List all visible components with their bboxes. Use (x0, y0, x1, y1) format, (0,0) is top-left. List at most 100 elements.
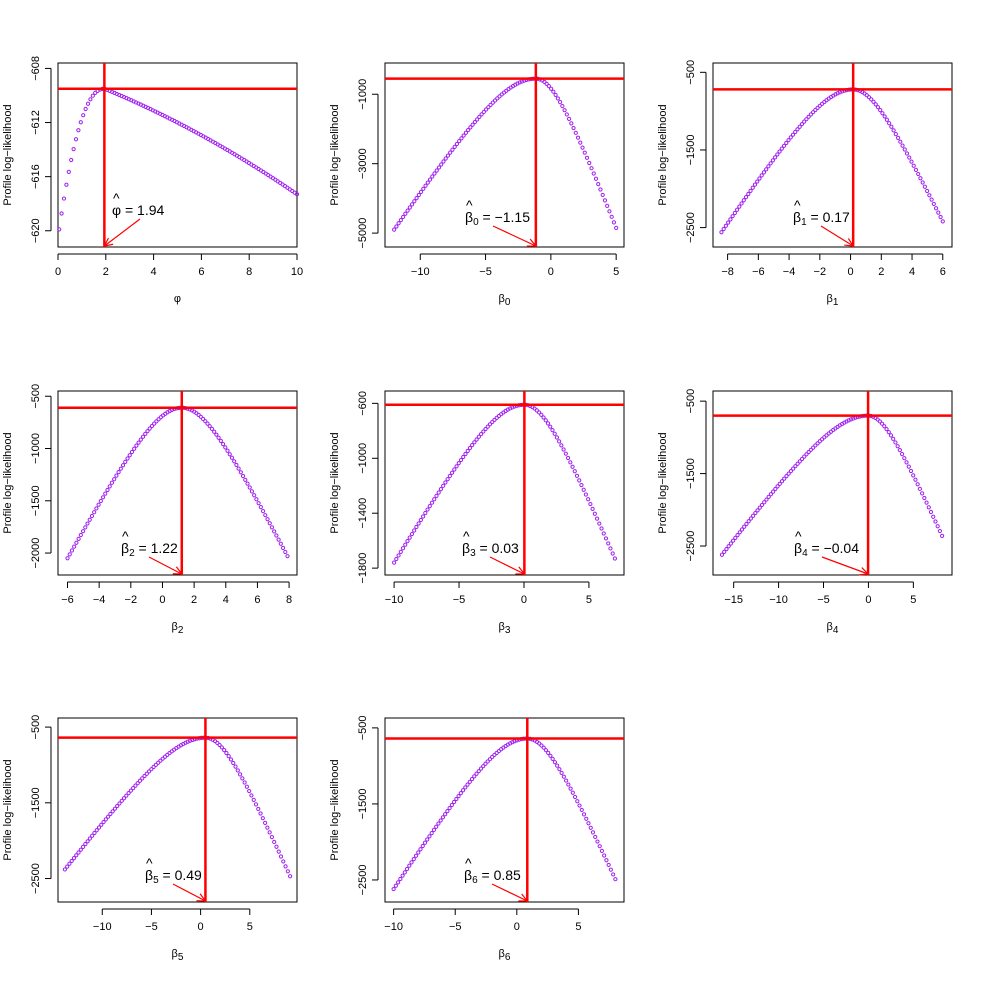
profile-point (452, 144, 457, 149)
profile-point (877, 419, 882, 424)
profile-point (229, 455, 235, 460)
profile-point (913, 167, 919, 172)
profile-point (452, 467, 457, 472)
profile-point (463, 130, 469, 135)
profile-point (434, 168, 439, 173)
profile-point (804, 117, 809, 122)
profile-point (151, 764, 156, 770)
profile-point (94, 506, 99, 511)
profile-point (764, 167, 769, 172)
x-tick-label: 5 (586, 594, 592, 606)
profile-point (935, 524, 940, 529)
profile-point (555, 763, 560, 768)
profile-point (401, 214, 406, 220)
profile-point (721, 226, 726, 232)
profile-point (85, 101, 91, 106)
profile-point (436, 821, 441, 826)
profile-point (611, 220, 617, 225)
profile-point (127, 453, 132, 458)
profile-point (456, 793, 461, 799)
profile-point (904, 460, 909, 465)
profile-point (254, 497, 259, 502)
y-tick-label: −2000 (30, 538, 42, 569)
profile-point (612, 556, 618, 561)
profile-point (590, 506, 595, 511)
profile-point (65, 864, 70, 869)
profile-point (120, 463, 126, 468)
profile-point (873, 102, 878, 107)
hat-accent: ^ (794, 197, 801, 213)
estimate-arrow (820, 225, 854, 247)
profile-point (422, 840, 428, 845)
profile-point (777, 149, 782, 154)
profile-point (735, 207, 740, 212)
profile-point (414, 524, 419, 530)
profile-point (100, 495, 106, 500)
profile-point (728, 541, 733, 546)
profile-point (267, 830, 272, 835)
profile-point (574, 473, 580, 478)
profile-point (786, 471, 791, 476)
profile-point (76, 128, 81, 133)
profile-point (278, 854, 284, 859)
profile-point (888, 433, 894, 438)
profile-point (119, 798, 124, 803)
profile-point (218, 438, 223, 443)
profile-point (207, 424, 212, 429)
profile-point (534, 408, 539, 413)
profile-point (893, 440, 898, 445)
profile-point (272, 529, 277, 534)
profile-point (793, 129, 798, 135)
x-tick-label: −5 (479, 266, 492, 278)
profile-point (66, 169, 71, 174)
profile-point (74, 540, 79, 545)
hat-accent: ^ (146, 855, 153, 871)
hat-accent: ^ (463, 528, 470, 544)
profile-point (425, 507, 430, 512)
y-tick-label: −1800 (357, 553, 369, 584)
y-tick-label: −600 (357, 391, 369, 416)
profile-point (575, 799, 580, 804)
profile-point (602, 853, 607, 858)
profile-point (601, 531, 606, 536)
x-tick-label: 6 (940, 266, 946, 278)
profile-point (784, 140, 789, 146)
profile-point (583, 492, 589, 497)
x-tick-label: −6 (752, 266, 765, 278)
profile-point (895, 135, 901, 140)
profile-point (476, 434, 481, 439)
profile-point (72, 544, 77, 549)
profile-point (613, 877, 618, 882)
profile-point (425, 837, 430, 842)
profile-point (899, 451, 905, 457)
profile-point (449, 470, 455, 475)
profile-point (448, 150, 453, 155)
profile-point (887, 121, 892, 126)
profile-point (753, 510, 758, 516)
profile-point (536, 410, 542, 415)
profile-point (600, 192, 605, 198)
profile-point (412, 528, 417, 533)
profile-point (454, 464, 459, 469)
plot-frame (384, 62, 625, 248)
y-tick-label: −2500 (357, 864, 369, 895)
profile-point (614, 225, 619, 231)
profile-point (128, 788, 133, 793)
profile-point (117, 801, 122, 806)
profile-point (784, 474, 789, 479)
profile-point (743, 195, 749, 200)
profile-point (579, 482, 584, 488)
profile-point (742, 524, 747, 529)
profile-point (902, 456, 907, 461)
x-tick-label: 2 (191, 594, 197, 606)
panel-beta4: −15 −10 −5 0 5 −2500 −1500 −500 Profile log−like… (657, 389, 953, 636)
profile-point (242, 780, 247, 785)
profile-point (609, 214, 614, 219)
profile-point (555, 96, 560, 101)
y-tick-label: −608 (30, 56, 42, 81)
profile-point (884, 117, 889, 122)
profile-point (71, 856, 77, 861)
profile-point (804, 452, 809, 457)
x-tick-label: 0 (847, 266, 853, 278)
profile-point (427, 504, 432, 509)
